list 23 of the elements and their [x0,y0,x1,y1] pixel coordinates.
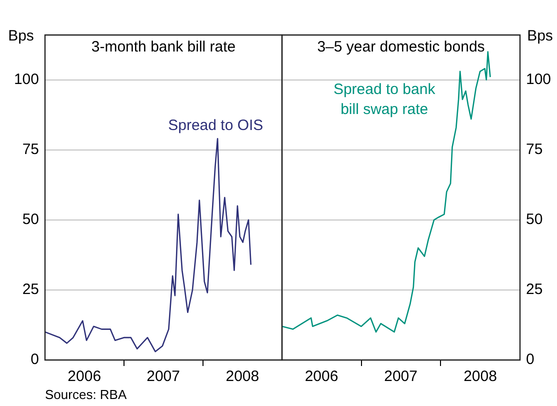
y2-tick-label: 100 [526,70,552,88]
y2-tick-label: 75 [526,141,543,158]
y2-axis-title: Bps [527,28,553,45]
x-tick-label: 2008 [226,368,260,386]
x-tick-label: 2007 [384,368,418,386]
y-tick-label: 50 [22,211,39,228]
source-note: Sources: RBA [45,387,127,402]
x-tick-label: 2006 [304,368,338,386]
series-label: Spread to bank bill swap rate [333,81,436,118]
y-tick-label: 25 [22,281,39,298]
x-tick-label: 2008 [464,368,497,386]
y2-tick-label: 50 [526,211,543,228]
y-axis-title: Bps [8,28,34,45]
chart-title: 3–5 year domestic bonds [317,38,485,56]
y2-tick-label: 0 [526,351,534,368]
y-tick-label: 75 [22,141,39,158]
chart-title: 3-month bank bill rate [91,38,236,56]
x-tick-label: 2007 [146,368,180,386]
y2-tick-label: 25 [526,281,543,298]
series-label: Spread to OIS [168,117,264,134]
y-tick-label: 0 [30,351,39,368]
x-tick-label: 2006 [68,368,102,386]
y-tick-label: 100 [14,70,39,88]
